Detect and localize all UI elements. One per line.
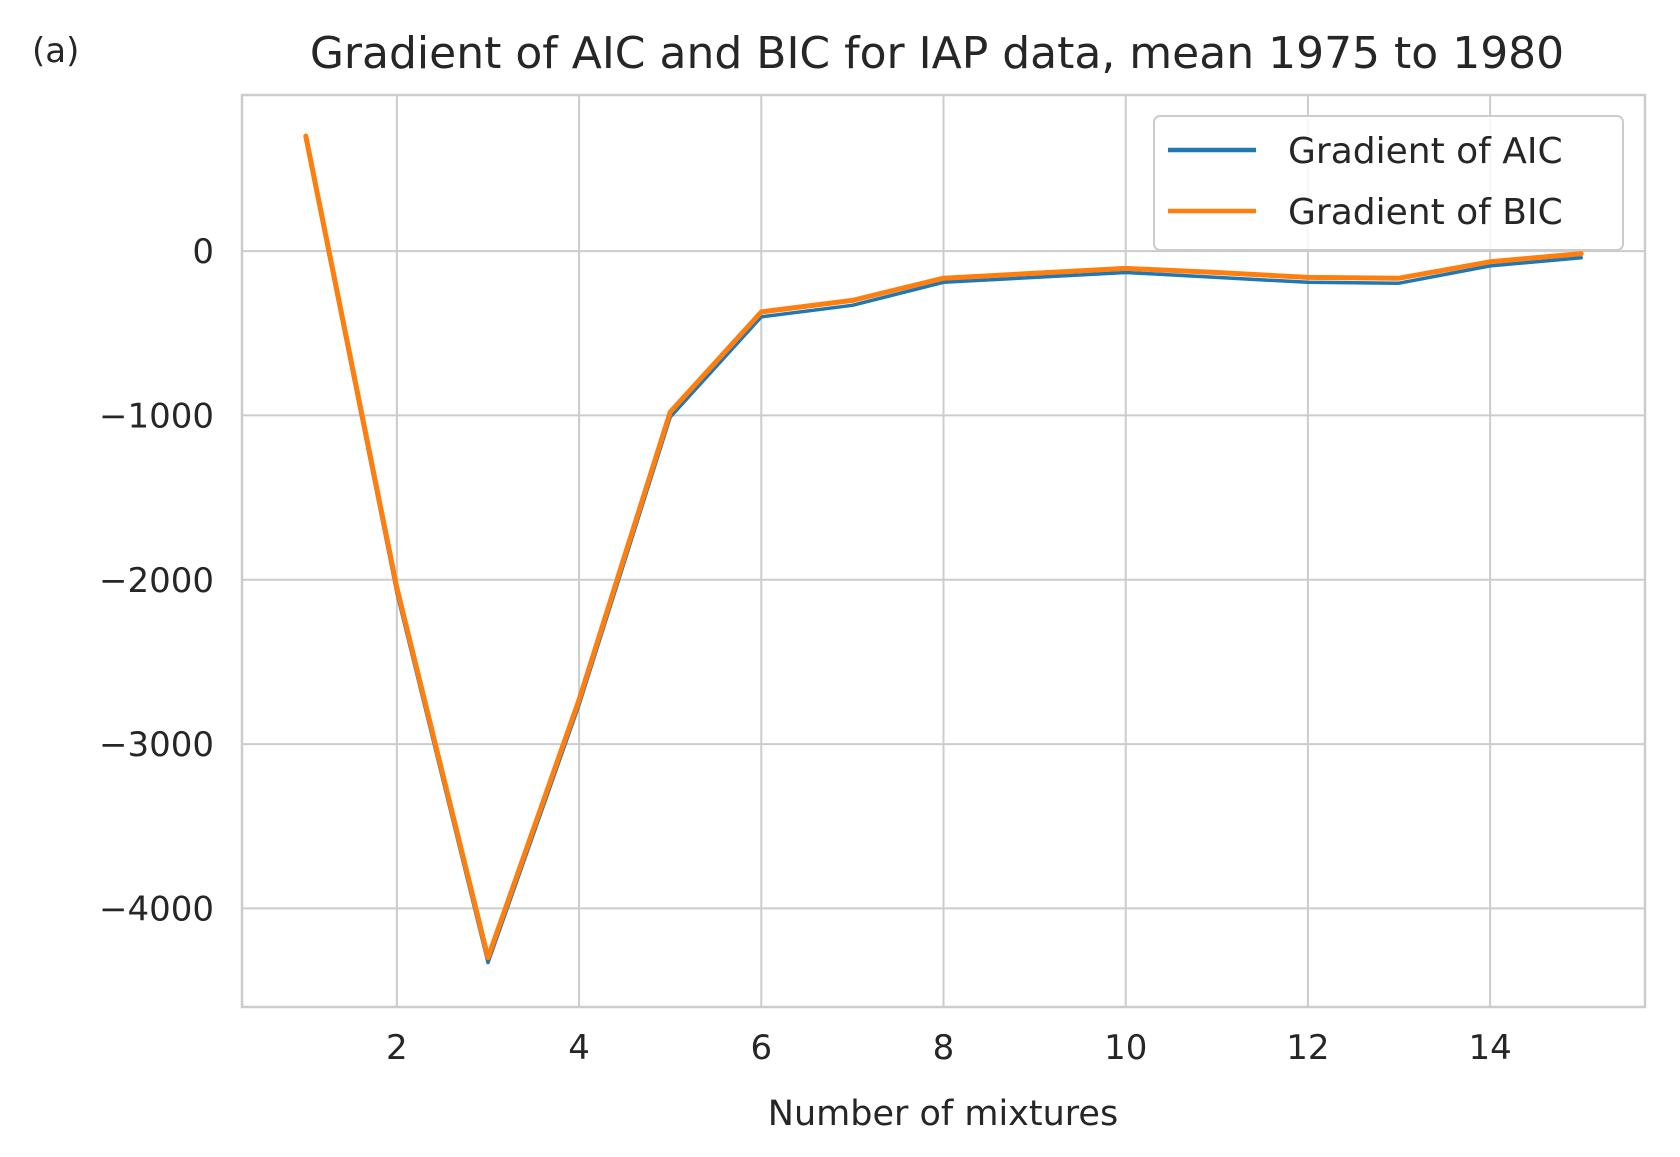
- x-tick-label: 2: [386, 1028, 408, 1068]
- legend-box: [1153, 115, 1624, 251]
- plot-frame: [240, 93, 1647, 1009]
- panel-label: (a): [32, 31, 79, 71]
- legend-label-aic: Gradient of AIC: [1288, 131, 1563, 172]
- x-tick-label: 12: [1286, 1028, 1329, 1068]
- series-line-bic: [303, 133, 1584, 961]
- y-tick-label: −2000: [99, 561, 214, 601]
- x-tick-labels: 2 4 6 8 10 12 14: [386, 1028, 1512, 1068]
- y-tick-label: −3000: [99, 725, 214, 765]
- x-tick-label: 14: [1468, 1028, 1511, 1068]
- legend: Gradient of AIC Gradient of BIC: [1153, 115, 1624, 251]
- x-tick-label: 6: [750, 1028, 772, 1068]
- x-tick-label: 8: [933, 1028, 955, 1068]
- y-tick-label: −4000: [99, 889, 214, 929]
- series-lines: [303, 133, 1584, 965]
- chart-title: Gradient of AIC and BIC for IAP data, me…: [310, 28, 1564, 79]
- x-axis-label: Number of mixtures: [768, 1094, 1118, 1134]
- x-tick-label: 4: [568, 1028, 590, 1068]
- y-tick-label: 0: [192, 232, 214, 272]
- y-tick-label: −1000: [99, 396, 214, 436]
- x-tick-label: 10: [1104, 1028, 1147, 1068]
- y-tick-labels: 0 −1000 −2000 −3000 −4000: [99, 232, 214, 929]
- legend-label-bic: Gradient of BIC: [1288, 192, 1563, 233]
